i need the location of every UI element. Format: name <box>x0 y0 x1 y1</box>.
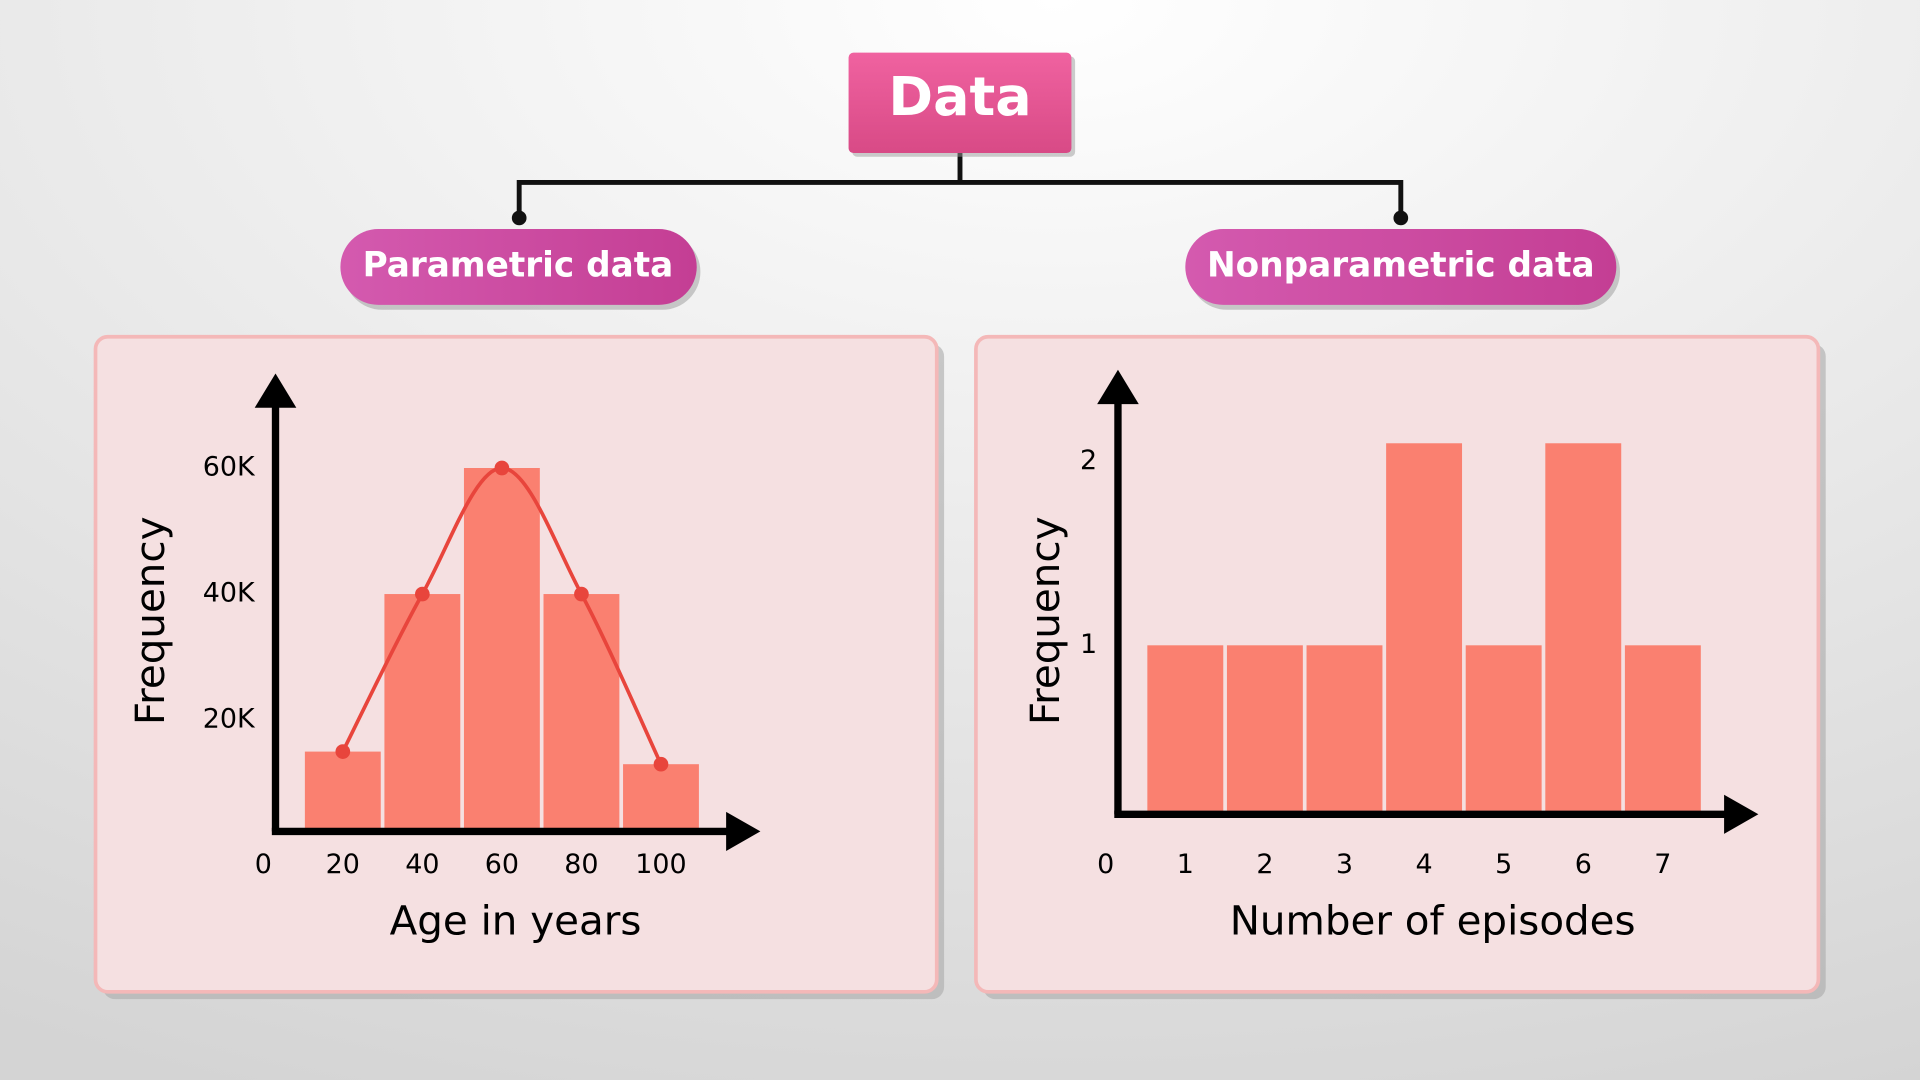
bar <box>1226 645 1303 815</box>
x-tick-label: 4 <box>1416 849 1433 880</box>
x-tick-label: 2 <box>1256 849 1273 880</box>
x-tick-label: 80 <box>564 849 598 880</box>
x-tick-label: 40 <box>405 849 439 880</box>
bar <box>1306 645 1383 815</box>
arrow <box>1097 369 1139 405</box>
x-tick-label: 100 <box>635 849 686 880</box>
x-axis-label: Age in years <box>390 896 642 944</box>
x-tick-label: 7 <box>1654 849 1671 880</box>
connector-dot <box>511 210 527 226</box>
y-tick-label: 20K <box>203 704 256 735</box>
arrow <box>254 373 297 408</box>
y-axis-label: Frequency <box>1021 516 1069 725</box>
bar <box>463 468 540 832</box>
x-tick-label: 0 <box>1097 849 1114 880</box>
bar <box>623 764 699 832</box>
bar <box>304 751 381 832</box>
connectors <box>516 153 1404 216</box>
bar <box>384 594 461 832</box>
x-tick-label: 3 <box>1336 849 1353 880</box>
root-label: Data <box>888 65 1031 128</box>
root-box <box>848 52 1072 154</box>
y-tick-label: 60K <box>203 452 256 483</box>
arrow <box>726 811 761 852</box>
bar <box>1624 645 1701 815</box>
point <box>574 586 589 602</box>
bar <box>1147 645 1224 815</box>
bar <box>1465 645 1542 815</box>
pill <box>1185 228 1617 305</box>
x-tick-label: 0 <box>255 849 272 880</box>
pill <box>340 228 697 305</box>
y-tick-label: 40K <box>203 578 256 609</box>
y-axis-label: Frequency <box>126 516 174 725</box>
point <box>415 586 430 602</box>
pill-label: Parametric data <box>363 245 674 285</box>
bar <box>1386 443 1463 815</box>
y-tick-label: 1 <box>1080 629 1097 660</box>
x-tick-label: 20 <box>326 849 360 880</box>
y-tick-label: 2 <box>1080 445 1097 476</box>
point <box>335 744 351 759</box>
x-axis-label: Number of episodes <box>1230 896 1636 944</box>
x-tick-label: 60 <box>485 849 519 880</box>
bar <box>543 594 620 832</box>
arrow <box>1724 794 1759 834</box>
point <box>653 756 669 772</box>
x-tick-label: 6 <box>1575 849 1592 880</box>
bar <box>1545 443 1622 815</box>
pill-label: Nonparametric data <box>1207 245 1595 285</box>
x-tick-label: 1 <box>1177 849 1194 880</box>
x-tick-label: 5 <box>1495 849 1512 880</box>
point <box>494 460 510 476</box>
connector-dot <box>1393 210 1409 226</box>
